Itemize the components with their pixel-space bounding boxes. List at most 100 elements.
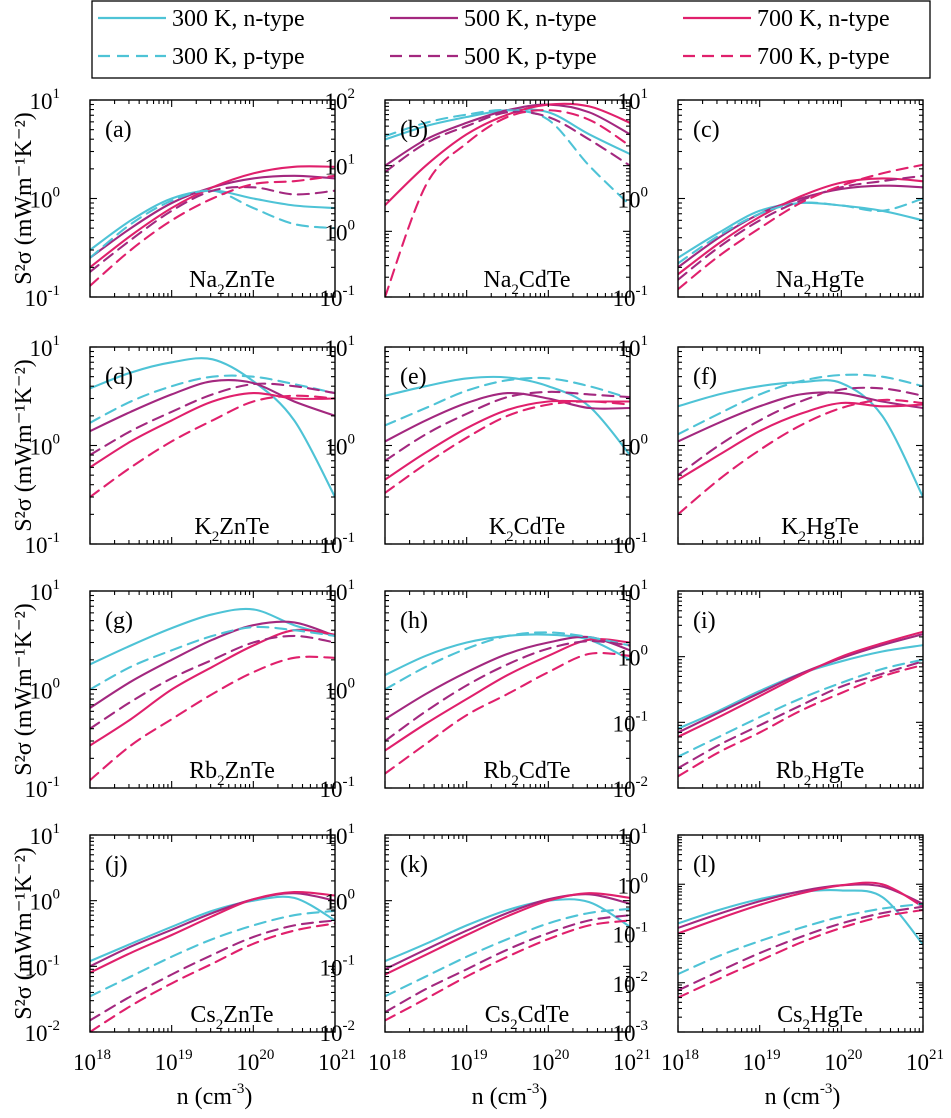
panel-d: 10-1 100 101 (d) K2ZnTe	[25, 333, 336, 558]
y-tick-label-b-1: 101	[325, 152, 356, 180]
series-group-a	[90, 165, 335, 287]
material-label-e: K2CdTe	[489, 514, 566, 545]
series-g-300p	[90, 625, 335, 691]
series-e-700n	[385, 399, 630, 481]
y-tick-label-b-0: 100	[325, 217, 356, 245]
x-tick-label-j-18: 1018	[73, 1047, 111, 1075]
legend: 300 K, n-type 500 K, n-type 700 K, n-type 3…	[91, 0, 931, 79]
series-e-500p	[385, 390, 630, 462]
series-f-500n	[678, 391, 923, 443]
panel-label-b: (b)	[400, 117, 428, 143]
legend-label-2: 700 K, n-type	[757, 6, 890, 32]
y-tick-label-h-0: 100	[325, 676, 356, 704]
series-a-700n	[90, 165, 335, 269]
series-j-500p	[90, 919, 335, 1022]
y-tick-label-k-m1: 10-1	[320, 952, 356, 980]
series-i-700p	[678, 663, 923, 778]
series-d-300n	[90, 357, 335, 499]
material-label-k: Cs2CdTe	[485, 1002, 570, 1033]
ticks-i	[677, 590, 924, 789]
y-tick-label-e-m1: 10-1	[320, 530, 356, 558]
series-b-300p	[385, 108, 630, 207]
y-axis-title-row-0: S²σ (mWm⁻¹K⁻²)	[11, 112, 37, 285]
x-tick-label-l-19: 1019	[743, 1047, 781, 1075]
ticks-c	[677, 99, 924, 298]
series-l-500p	[678, 905, 923, 992]
y-tick-label-k-0: 100	[325, 887, 356, 915]
series-g-300n	[90, 607, 335, 666]
series-c-500p	[678, 174, 923, 281]
panel-label-f: (f)	[693, 364, 717, 390]
series-h-500p	[385, 640, 630, 743]
ticks-a	[89, 99, 336, 298]
plot-frame-i	[677, 590, 924, 789]
panel-label-c: (c)	[693, 117, 720, 143]
plot-frame-k	[384, 834, 631, 1033]
series-e-500n	[385, 391, 630, 443]
series-i-500p	[678, 660, 923, 770]
panel-label-k: (k)	[400, 852, 428, 878]
ticks-d	[89, 346, 336, 545]
panel-e: 10-1 100 101 (e) K2CdTe	[320, 333, 631, 558]
y-tick-label-i-m2: 10-2	[613, 774, 649, 802]
y-tick-label-d-m1: 10-1	[25, 530, 61, 558]
series-b-700p	[385, 109, 630, 297]
series-a-500p	[90, 185, 335, 273]
x-tick-label-k-20: 1020	[531, 1047, 569, 1075]
panel-label-i: (i)	[693, 608, 716, 634]
series-l-700n	[678, 881, 923, 935]
y-tick-label-c-1: 101	[618, 86, 649, 114]
series-group-g	[90, 607, 335, 782]
plot-frame-b	[384, 99, 631, 298]
series-d-700p	[90, 394, 335, 499]
series-g-500n	[90, 620, 335, 709]
series-i-300p	[678, 658, 923, 758]
y-tick-label-g-m1: 10-1	[25, 774, 61, 802]
panel-label-e: (e)	[400, 364, 427, 390]
plot-frame-j	[89, 834, 336, 1033]
series-b-700n	[385, 102, 630, 207]
series-j-700n	[90, 890, 335, 974]
series-l-700p	[678, 908, 923, 999]
series-k-700p	[385, 919, 630, 1022]
legend-label-0: 300 K, n-type	[172, 6, 305, 32]
y-tick-label-h-m1: 10-1	[320, 774, 356, 802]
series-k-300n	[385, 898, 630, 963]
panel-label-l: (l)	[693, 852, 716, 878]
x-axis-title-col-1: n (cm-3)	[472, 1081, 548, 1110]
y-tick-label-c-0: 100	[618, 185, 649, 213]
series-f-300p	[678, 373, 923, 436]
series-c-300p	[678, 197, 923, 265]
x-tick-label-l-18: 1018	[661, 1047, 699, 1075]
y-axis-title-row-1: S²σ (mWm⁻¹K⁻²)	[11, 359, 37, 532]
ticks-f	[677, 346, 924, 545]
series-j-500n	[90, 892, 335, 968]
y-tick-label-b-2: 102	[325, 86, 356, 114]
series-k-700n	[385, 892, 630, 976]
series-h-500n	[385, 635, 630, 721]
x-axis-title-col-0: n (cm-3)	[177, 1081, 253, 1110]
panel-label-g: (g)	[105, 608, 133, 634]
x-tick-label-j-20: 1020	[236, 1047, 274, 1075]
y-tick-label-d-0: 100	[30, 432, 61, 460]
y-tick-label-d-1: 101	[30, 333, 61, 361]
panel-l: 10-3 10-2 10-1 100 101 (l) Cs2HgTe 1018 1019 1020…	[613, 821, 945, 1075]
y-tick-label-j-1: 101	[30, 821, 61, 849]
material-label-l: Cs2HgTe	[777, 1002, 863, 1033]
series-group-h	[385, 631, 630, 775]
series-d-500n	[90, 379, 335, 433]
series-d-700n	[90, 392, 335, 469]
panel-label-j: (j)	[105, 852, 128, 878]
x-tick-label-k-18: 1018	[368, 1047, 406, 1075]
x-axis-title-col-2: n (cm-3)	[765, 1081, 841, 1110]
series-d-500p	[90, 382, 335, 457]
series-h-700n	[385, 638, 630, 752]
x-tick-label-l-21: 1021	[906, 1047, 944, 1075]
series-c-700n	[678, 177, 923, 276]
series-l-500n	[678, 883, 923, 929]
y-tick-label-f-0: 100	[618, 432, 649, 460]
series-k-500n	[385, 893, 630, 971]
series-b-500p	[385, 110, 630, 174]
x-tick-label-k-19: 1019	[450, 1047, 488, 1075]
